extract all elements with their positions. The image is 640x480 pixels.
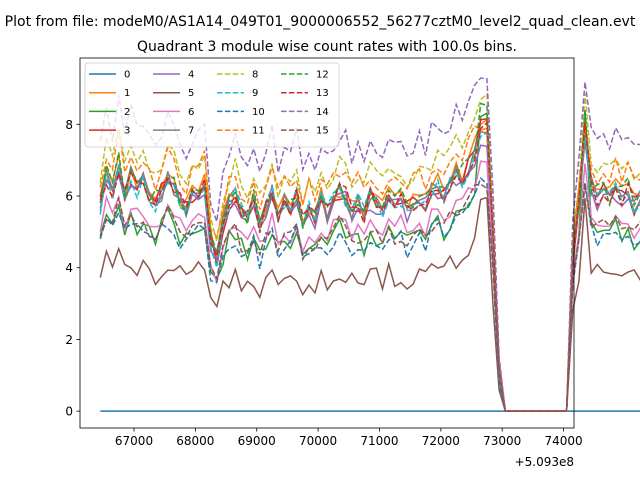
x-tick-label: 69000	[238, 434, 276, 448]
legend-label-7: 7	[188, 126, 194, 137]
series-line-15	[99, 183, 640, 412]
x-tick-label: 74000	[544, 434, 582, 448]
legend-label-15: 15	[316, 126, 329, 137]
plot-border	[79, 57, 575, 429]
y-tick-label: 2	[65, 333, 73, 347]
x-tick-label: 67000	[115, 434, 153, 448]
legend-label-11: 11	[252, 126, 265, 137]
x-tick-label: 70000	[299, 434, 337, 448]
x-tick-label: 71000	[360, 434, 398, 448]
series-line-10	[99, 176, 640, 412]
legend-label-4: 4	[188, 70, 194, 81]
x-tick-label: 73000	[483, 434, 521, 448]
legend-label-6: 6	[188, 107, 194, 118]
legend-label-10: 10	[252, 107, 265, 118]
legend-label-12: 12	[316, 70, 329, 81]
x-tick-label: 72000	[422, 434, 460, 448]
legend-label-1: 1	[124, 88, 130, 99]
x-axis: 67000 68000 69000 70000 71000 72000 73000 74000	[115, 428, 583, 448]
series-line-11	[99, 124, 640, 412]
legend-box	[84, 62, 340, 148]
y-tick-label: 4	[65, 261, 73, 275]
legend-label-5: 5	[188, 88, 194, 99]
y-axis: 0 2 4 6 8	[65, 118, 80, 419]
legend-label-9: 9	[252, 88, 258, 99]
series-group	[99, 77, 640, 412]
x-offset-label: +5.093e8	[515, 455, 574, 469]
legend-label-0: 0	[124, 70, 130, 81]
legend-label-2: 2	[124, 107, 130, 118]
legend-label-14: 14	[316, 107, 329, 118]
chart-suptitle: Plot from file: modeM0/AS1A14_049T01_900…	[5, 14, 636, 30]
chart-title: Quadrant 3 module wise count rates with …	[137, 39, 517, 55]
y-tick-label: 6	[65, 190, 73, 204]
y-tick-label: 0	[65, 405, 73, 419]
legend-label-13: 13	[316, 88, 329, 99]
y-tick-label: 8	[65, 118, 73, 132]
x-tick-label: 68000	[176, 434, 214, 448]
legend-label-3: 3	[124, 126, 130, 137]
legend-label-8: 8	[252, 70, 258, 81]
series-line-5	[99, 196, 640, 412]
series-line-13	[99, 121, 640, 412]
